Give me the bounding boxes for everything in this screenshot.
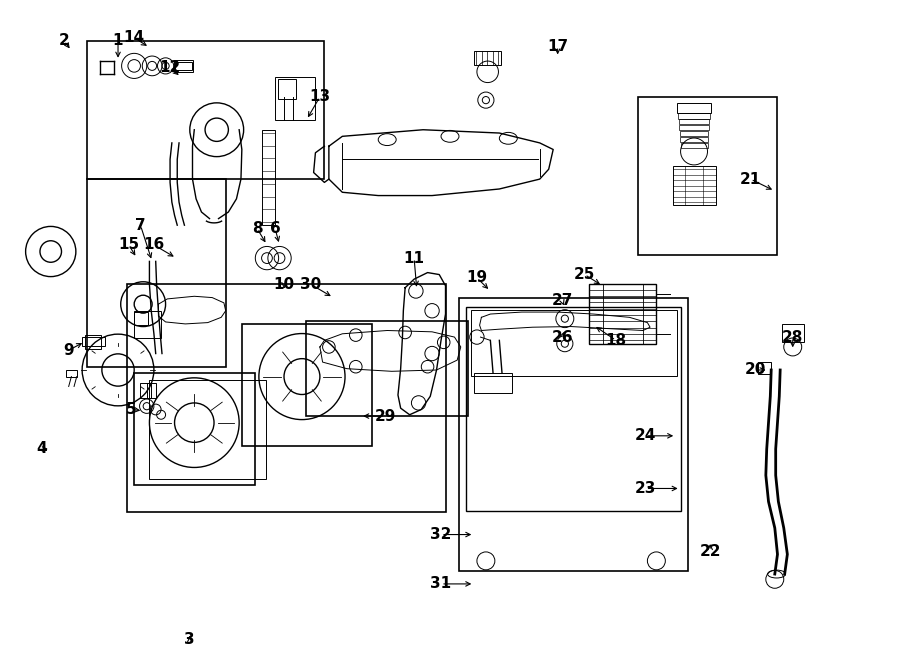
Bar — [758, 362, 771, 374]
Bar — [474, 51, 501, 65]
Text: 9: 9 — [63, 343, 74, 358]
Bar — [474, 373, 512, 393]
Text: 15: 15 — [118, 237, 140, 253]
Text: 19: 19 — [466, 270, 488, 286]
Bar — [134, 312, 148, 325]
Bar — [134, 311, 161, 338]
Bar — [176, 62, 192, 70]
Text: 23: 23 — [634, 481, 656, 496]
Text: 22: 22 — [699, 543, 721, 559]
Text: 8: 8 — [252, 221, 263, 236]
Bar — [306, 321, 468, 416]
Bar — [147, 383, 156, 398]
Bar — [134, 373, 256, 485]
Text: 26: 26 — [552, 330, 573, 344]
Text: 21: 21 — [740, 172, 761, 186]
Bar — [782, 324, 805, 342]
Bar — [149, 380, 266, 479]
Bar — [174, 60, 194, 72]
Text: 11: 11 — [403, 251, 425, 266]
Bar — [275, 77, 315, 120]
Bar — [242, 324, 372, 446]
Text: 16: 16 — [143, 237, 165, 253]
Text: 10: 10 — [274, 277, 294, 292]
Bar — [638, 97, 778, 254]
Bar — [66, 370, 77, 377]
Bar — [680, 143, 707, 148]
Bar — [86, 41, 324, 179]
Text: 6: 6 — [270, 221, 281, 236]
Bar — [85, 335, 101, 349]
Bar — [140, 383, 151, 398]
Text: 3: 3 — [184, 633, 195, 647]
Text: 32: 32 — [430, 527, 452, 542]
Text: 17: 17 — [547, 38, 568, 54]
Text: 31: 31 — [430, 576, 452, 592]
Bar — [471, 310, 677, 376]
Bar — [680, 131, 708, 136]
Bar — [590, 284, 656, 344]
Bar — [680, 125, 709, 130]
Bar — [459, 297, 688, 570]
Text: 2: 2 — [58, 34, 69, 48]
Text: 18: 18 — [606, 333, 626, 348]
Text: 20: 20 — [744, 362, 766, 377]
Bar — [679, 113, 710, 118]
Bar — [679, 119, 709, 124]
Bar — [262, 130, 275, 225]
Text: 4: 4 — [37, 442, 47, 457]
Bar — [672, 166, 716, 206]
Text: 29: 29 — [374, 408, 396, 424]
Text: 27: 27 — [552, 293, 572, 309]
Text: 14: 14 — [123, 30, 145, 45]
Text: 13: 13 — [310, 89, 330, 104]
Bar — [82, 337, 104, 346]
Text: 30: 30 — [301, 277, 321, 292]
Text: 5: 5 — [126, 402, 137, 417]
Text: 25: 25 — [574, 267, 595, 282]
Text: 12: 12 — [159, 59, 181, 75]
Bar — [278, 79, 296, 98]
Bar — [680, 137, 708, 142]
Bar — [677, 103, 711, 113]
Text: 24: 24 — [634, 428, 656, 444]
Text: 7: 7 — [135, 217, 146, 233]
Bar — [86, 179, 226, 367]
Bar — [127, 284, 445, 512]
Bar — [466, 307, 681, 511]
Text: 1: 1 — [112, 34, 123, 48]
Text: 28: 28 — [782, 330, 804, 344]
